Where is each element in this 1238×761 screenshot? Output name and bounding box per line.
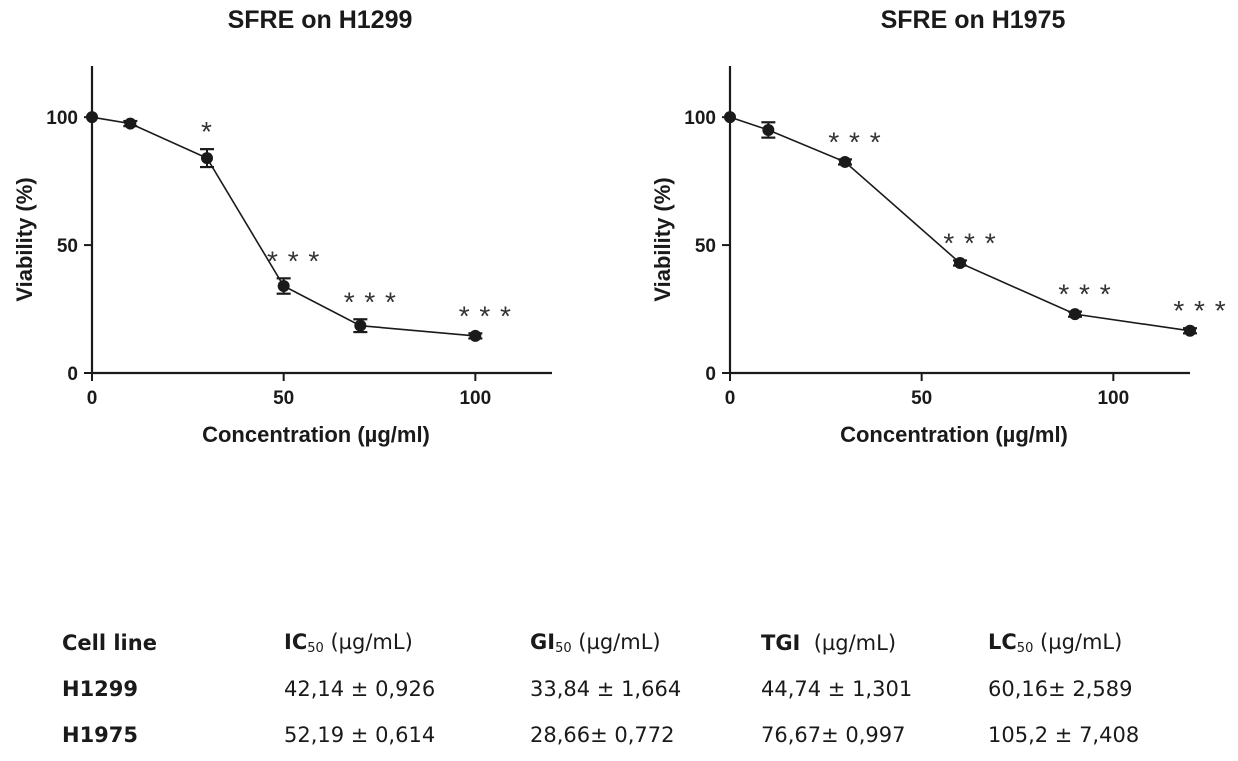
results-table: Cell line IC50 (µg/mL) GI50 (µg/mL) TGI … [62, 620, 1188, 758]
data-point [1069, 308, 1081, 321]
y-tick-label: 50 [57, 236, 78, 257]
data-point [201, 152, 213, 165]
y-tick-label: 0 [67, 364, 78, 385]
cell-tgi: 76,67± 0,997 [761, 723, 906, 747]
cell-line: H1299 [62, 677, 139, 701]
y-tick-label: 100 [46, 108, 78, 129]
table-row-h1975: H1975 52,19 ± 0,614 28,66± 0,772 76,67± … [62, 712, 1188, 758]
cell-ic50: 42,14 ± 0,926 [284, 677, 436, 701]
significance-marker: * * * [943, 227, 996, 258]
header-cell-line: Cell line [62, 631, 157, 655]
data-point [839, 155, 851, 168]
y-tick-label: 50 [695, 236, 716, 257]
x-tick-label: 100 [1097, 388, 1129, 409]
chart-title-h1975: SFRE on H1975 [880, 6, 1066, 34]
significance-marker: * * * [828, 126, 881, 157]
x-axis-label: Concentration (µg/ml) [840, 422, 1068, 447]
cell-gi50: 28,66± 0,772 [530, 723, 675, 747]
cell-lc50: 60,16± 2,589 [988, 677, 1133, 701]
significance-marker: * * * [1058, 279, 1111, 310]
cell-tgi: 44,74 ± 1,301 [761, 677, 913, 701]
significance-marker: * * * [344, 286, 397, 317]
data-point [954, 256, 966, 269]
y-tick-label: 0 [705, 364, 716, 385]
significance-marker: * * * [1173, 295, 1226, 326]
chart-h1299: 0 50 100 0 50 100 Concentration (µg/ml) Viabili… [12, 66, 552, 447]
cell-line: H1975 [62, 723, 139, 747]
data-point [277, 280, 290, 293]
data-point [469, 329, 482, 342]
table-header-row: Cell line IC50 (µg/mL) GI50 (µg/mL) TGI … [62, 620, 1188, 666]
data-point [724, 111, 736, 124]
x-tick-label: 0 [87, 388, 98, 409]
data-point [354, 319, 367, 332]
x-tick-label: 0 [725, 388, 736, 409]
header-ic50: IC50 (µg/mL) [284, 630, 413, 656]
x-axis-label: Concentration (µg/ml) [202, 422, 430, 447]
y-axis-label: Viability (%) [12, 177, 37, 301]
header-lc50: LC50 (µg/mL) [988, 630, 1123, 656]
header-tgi: TGI (µg/mL) [761, 631, 897, 655]
x-tick-label: 50 [911, 388, 932, 409]
cell-lc50: 105,2 ± 7,408 [988, 723, 1140, 747]
table-row-h1299: H1299 42,14 ± 0,926 33,84 ± 1,664 44,74 … [62, 666, 1188, 712]
significance-marker: * * * [459, 300, 512, 331]
chart-h1975: 0 50 100 0 50 100 Concentration (µg/ml) Viabili… [650, 66, 1226, 447]
data-point [762, 123, 775, 136]
data-point [86, 111, 98, 124]
cell-gi50: 33,84 ± 1,664 [530, 677, 682, 701]
x-tick-label: 50 [273, 388, 294, 409]
y-axis-label: Viability (%) [650, 177, 675, 301]
significance-marker: * * * [267, 245, 320, 276]
chart-title-h1299: SFRE on H1299 [227, 6, 413, 34]
cell-ic50: 52,19 ± 0,614 [284, 723, 436, 747]
series-line [729, 116, 1191, 332]
series-line [91, 116, 476, 337]
data-point [124, 117, 137, 130]
data-point [1184, 324, 1196, 337]
header-gi50: GI50 (µg/mL) [530, 630, 661, 656]
significance-marker: * [201, 116, 213, 147]
y-tick-label: 100 [684, 108, 716, 129]
x-tick-label: 100 [459, 388, 491, 409]
